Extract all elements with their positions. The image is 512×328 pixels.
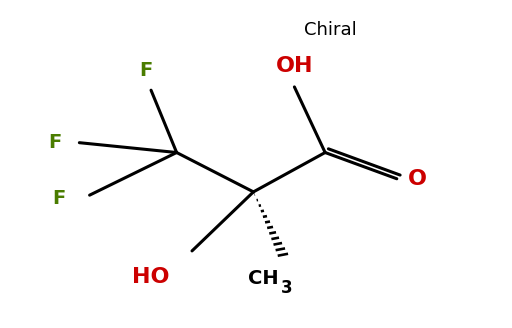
Text: F: F — [49, 133, 62, 152]
Text: 3: 3 — [281, 279, 292, 297]
Text: F: F — [52, 189, 66, 208]
Text: O: O — [408, 169, 427, 189]
Text: Chiral: Chiral — [304, 21, 357, 38]
Text: F: F — [139, 61, 153, 80]
Text: OH: OH — [275, 56, 313, 75]
Text: CH: CH — [248, 269, 279, 288]
Text: HO: HO — [132, 267, 170, 287]
